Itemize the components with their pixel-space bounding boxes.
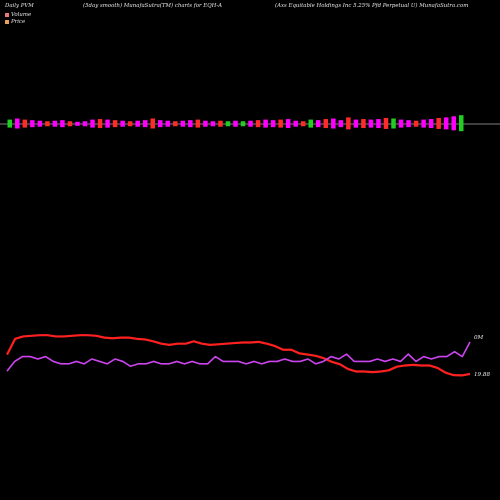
volume-bar [188,120,193,128]
volume-bar [436,117,441,129]
volume-bar [443,117,449,130]
volume-bar [361,119,366,129]
volume-bar [376,119,381,129]
volume-bar [278,119,283,128]
volume-bar [293,120,298,127]
volume-bar [346,117,351,130]
legend-price-label: Price [11,19,26,25]
volume-bar [135,120,140,127]
volume-bar [165,120,171,127]
volume-bar [15,118,20,129]
volume-bar [203,120,208,127]
volume-bar [142,120,148,128]
volume-bar [67,121,73,127]
chart-title-mid: (5day smooth) MunafaSutra(TM) charts for… [83,3,223,9]
volume-bar [180,120,186,127]
volume-line [6,341,471,372]
volume-bar [7,119,13,128]
volume-bar [82,121,88,127]
volume-bar [225,121,231,127]
volume-bar [331,118,336,129]
legend-volume-swatch [5,13,9,17]
volume-bar [90,119,95,128]
volume-bar [157,120,163,128]
volume-bar [383,117,389,129]
volume-bar [255,120,261,128]
volume-bar [316,120,321,128]
volume-bar [195,119,201,128]
volume-bar [413,120,419,127]
volume-bar [127,121,133,127]
volume-bar [353,119,359,128]
chart-title-right: (Axs Equitable Holdings Inc 5.25% Pfd Pe… [275,3,469,9]
volume-bar [240,121,246,127]
legend-volume-label: Volume [11,12,32,18]
volume-bar [406,120,411,128]
volume-bar [421,119,426,128]
volume-bar [218,120,223,127]
volume-bar [75,121,80,126]
volume-bar [97,119,103,129]
volume-bar [22,119,28,128]
volume-bar [323,119,329,129]
volume-bar [233,120,238,127]
volume-bar [270,120,276,128]
volume-bar [451,116,456,131]
volume-bar [120,120,125,127]
volume-bar [398,119,404,128]
chart-title-left: Daily PVM [5,3,34,9]
volume-bar [52,120,58,127]
volume-bar [428,119,434,129]
volume-bar [248,120,253,127]
volume-bar [210,121,216,127]
volume-bar [368,119,374,128]
volume-bar [300,121,306,127]
volume-bar [285,119,291,129]
volume-bar [263,119,268,128]
volume-bar [45,121,50,127]
legend-price: Price [5,19,25,25]
price-end-label: 19.88 [474,372,490,378]
volume-end-label: 0M [474,335,484,341]
volume-bar [308,119,314,128]
volume-bar [338,120,344,128]
volume-bar [391,118,396,129]
volume-bar [112,120,118,128]
volume-bar [173,121,178,127]
volume-bar [37,120,43,127]
volume-bar [30,120,35,128]
legend-volume: Volume [5,12,31,18]
volume-bar [105,119,110,128]
legend-price-swatch [5,20,9,24]
volume-bar [150,118,155,129]
volume-bar [458,115,464,132]
volume-bar [60,120,65,128]
price-line [6,334,471,377]
